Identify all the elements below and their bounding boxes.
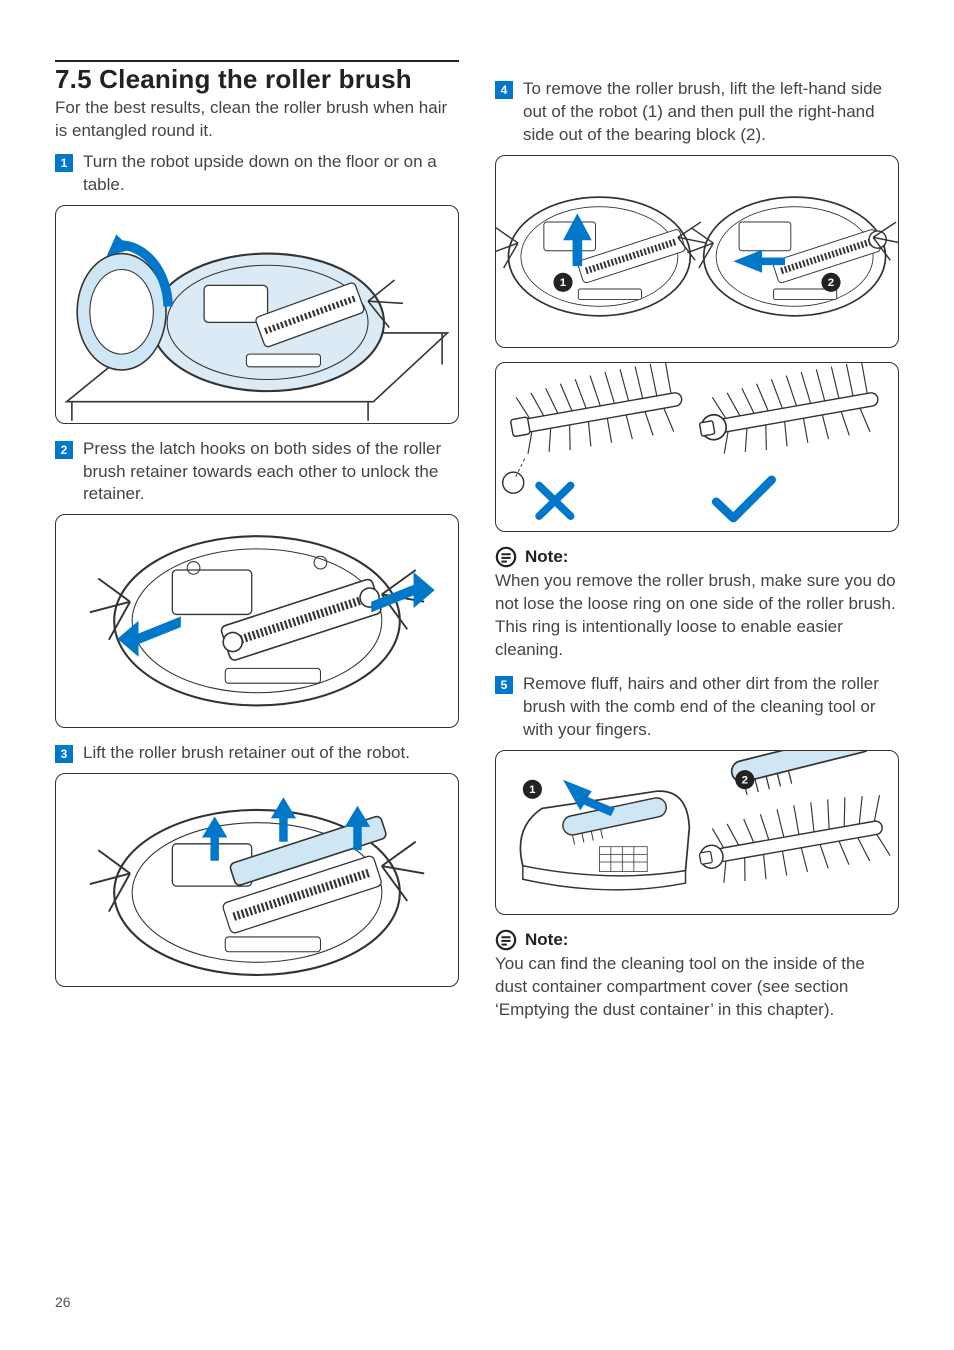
step-text: Press the latch hooks on both sides of t… bbox=[83, 438, 459, 507]
section-heading: 7.5 Cleaning the roller brush bbox=[55, 64, 459, 95]
step-text: Remove fluff, hairs and other dirt from … bbox=[523, 673, 899, 742]
note-heading: Note: bbox=[495, 546, 899, 568]
step-number-badge: 3 bbox=[55, 745, 73, 763]
step-1: 1 Turn the robot upside down on the floo… bbox=[55, 151, 459, 197]
figure-step1 bbox=[55, 205, 459, 424]
figure-step5: 1 bbox=[495, 750, 899, 915]
figure-badge-2b: 2 bbox=[742, 775, 748, 787]
figure-step4-bottom bbox=[495, 362, 899, 532]
step-number-badge: 5 bbox=[495, 676, 513, 694]
figure-badge-1b: 1 bbox=[529, 784, 536, 796]
left-column: 7.5 Cleaning the roller brush For the be… bbox=[55, 60, 459, 1034]
step-4: 4 To remove the roller brush, lift the l… bbox=[495, 78, 899, 147]
figure-step4-top: 1 bbox=[495, 155, 899, 348]
figure-badge-1: 1 bbox=[560, 277, 567, 289]
step-5: 5 Remove fluff, hairs and other dirt fro… bbox=[495, 673, 899, 742]
note-icon bbox=[495, 929, 517, 951]
note-heading-2: Note: bbox=[495, 929, 899, 951]
step-text: Lift the roller brush retainer out of th… bbox=[83, 742, 410, 765]
note-body-1: When you remove the roller brush, make s… bbox=[495, 570, 899, 662]
step-2: 2 Press the latch hooks on both sides of… bbox=[55, 438, 459, 507]
section-intro: For the best results, clean the roller b… bbox=[55, 97, 459, 143]
step-text: Turn the robot upside down on the floor … bbox=[83, 151, 459, 197]
page-number: 26 bbox=[55, 1294, 71, 1310]
note-label: Note: bbox=[525, 930, 568, 950]
figure-step2 bbox=[55, 514, 459, 728]
step-number-badge: 4 bbox=[495, 81, 513, 99]
step-text: To remove the roller brush, lift the lef… bbox=[523, 78, 899, 147]
note-body-2: You can find the cleaning tool on the in… bbox=[495, 953, 899, 1022]
step-number-badge: 2 bbox=[55, 441, 73, 459]
right-column: 4 To remove the roller brush, lift the l… bbox=[495, 60, 899, 1034]
figure-badge-2: 2 bbox=[828, 277, 834, 289]
note-label: Note: bbox=[525, 547, 568, 567]
step-3: 3 Lift the roller brush retainer out of … bbox=[55, 742, 459, 765]
heading-rule bbox=[55, 60, 459, 62]
note-icon bbox=[495, 546, 517, 568]
figure-step3 bbox=[55, 773, 459, 987]
step-number-badge: 1 bbox=[55, 154, 73, 172]
